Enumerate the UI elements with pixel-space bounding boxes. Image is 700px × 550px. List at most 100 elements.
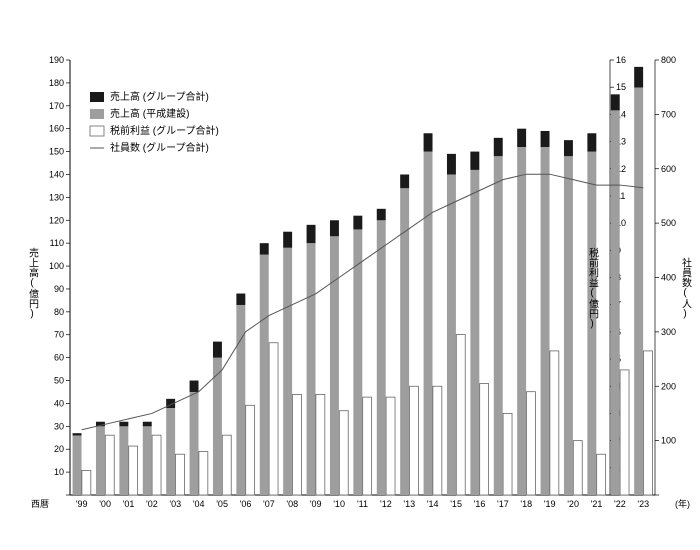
svg-text:'06: '06	[240, 499, 252, 509]
bar-sales-heisei	[611, 110, 620, 495]
bar-sales-heisei	[119, 426, 128, 495]
y1-axis-label: 売上高(億円)	[27, 246, 39, 319]
bar-sales-heisei	[634, 87, 643, 495]
bar-sales-heisei	[73, 435, 82, 495]
bar-sales-heisei	[307, 243, 316, 495]
bar-profit	[433, 386, 442, 495]
svg-text:'08: '08	[286, 499, 298, 509]
bar-sales-group	[634, 67, 643, 88]
bar-profit	[269, 343, 278, 495]
bar-sales-group	[494, 138, 503, 156]
bar-profit	[386, 397, 395, 495]
legend-label: 社員数 (グループ合計)	[110, 141, 209, 154]
bar-sales-heisei	[447, 174, 456, 495]
svg-text:20: 20	[54, 444, 64, 454]
svg-text:180: 180	[49, 78, 64, 88]
svg-text:16: 16	[616, 55, 626, 65]
bar-sales-group	[190, 381, 199, 392]
bar-profit	[316, 394, 325, 495]
bar-sales-group	[353, 216, 362, 230]
bar-sales-heisei	[517, 147, 526, 495]
bar-sales-group	[236, 294, 245, 305]
bar-sales-heisei	[353, 229, 362, 495]
bar-profit	[573, 441, 582, 495]
bar-sales-group	[213, 342, 222, 358]
svg-text:130: 130	[49, 192, 64, 202]
x-axis-label-right: (年)	[675, 498, 690, 509]
bar-sales-heisei	[213, 358, 222, 495]
x-axis-label-left: 西暦	[31, 499, 49, 509]
legend-swatch	[90, 126, 104, 136]
bar-profit	[292, 394, 301, 495]
svg-text:'00: '00	[99, 499, 111, 509]
svg-text:60: 60	[54, 353, 64, 363]
bar-sales-group	[564, 140, 573, 156]
svg-text:700: 700	[661, 109, 676, 119]
bar-profit	[199, 452, 208, 496]
bar-sales-heisei	[166, 408, 175, 495]
bar-profit	[222, 435, 231, 495]
svg-text:'20: '20	[567, 499, 579, 509]
y3-axis-label: 社員数(人)	[680, 256, 692, 319]
bar-profit	[363, 397, 372, 495]
svg-text:80: 80	[54, 307, 64, 317]
bar-sales-group	[143, 422, 152, 427]
bar-sales-heisei	[470, 170, 479, 495]
svg-text:160: 160	[49, 124, 64, 134]
svg-text:'09: '09	[310, 499, 322, 509]
svg-text:'19: '19	[544, 499, 556, 509]
svg-text:'12: '12	[380, 499, 392, 509]
svg-text:10: 10	[54, 467, 64, 477]
bar-profit	[643, 351, 652, 495]
bar-profit	[550, 351, 559, 495]
svg-text:'18: '18	[520, 499, 532, 509]
svg-text:600: 600	[661, 164, 676, 174]
bar-profit	[129, 446, 138, 495]
legend-label: 税前利益 (グループ合計)	[110, 124, 219, 137]
bar-profit	[175, 454, 184, 495]
svg-text:'14: '14	[427, 499, 439, 509]
bar-sales-group	[260, 243, 269, 254]
svg-text:110: 110	[50, 238, 64, 248]
bar-sales-heisei	[494, 156, 503, 495]
bar-sales-group	[517, 129, 526, 147]
svg-text:100: 100	[661, 436, 676, 446]
legend-swatch	[90, 92, 104, 102]
svg-text:'10: '10	[333, 499, 345, 509]
svg-text:190: 190	[49, 55, 64, 65]
svg-text:'07: '07	[263, 499, 275, 509]
svg-text:'03: '03	[169, 499, 181, 509]
svg-text:200: 200	[661, 381, 676, 391]
legend-swatch	[90, 109, 104, 119]
bar-sales-heisei	[96, 426, 105, 495]
bar-profit	[597, 454, 606, 495]
bar-sales-heisei	[190, 392, 199, 495]
bar-sales-group	[470, 152, 479, 170]
bar-sales-heisei	[377, 220, 386, 495]
svg-text:800: 800	[661, 55, 676, 65]
bar-sales-group	[377, 209, 386, 220]
bar-profit	[620, 370, 629, 495]
svg-text:'04: '04	[193, 499, 205, 509]
svg-text:'16: '16	[474, 499, 486, 509]
svg-text:100: 100	[49, 261, 64, 271]
bar-profit	[339, 411, 348, 495]
bar-profit	[526, 392, 535, 495]
svg-text:30: 30	[54, 421, 64, 431]
legend-label: 売上高 (平成建設)	[110, 107, 189, 120]
bar-sales-heisei	[424, 152, 433, 495]
svg-text:70: 70	[54, 330, 64, 340]
svg-text:40: 40	[54, 398, 64, 408]
svg-text:'23: '23	[637, 499, 649, 509]
bar-sales-group	[283, 232, 292, 248]
svg-text:90: 90	[54, 284, 64, 294]
bar-profit	[480, 384, 489, 495]
bar-sales-heisei	[283, 248, 292, 495]
bar-profit	[503, 413, 512, 495]
bar-sales-heisei	[330, 236, 339, 495]
business-chart: 1020304050607080901001101201301401501601…	[0, 0, 700, 550]
bar-sales-heisei	[564, 156, 573, 495]
bar-profit	[105, 435, 114, 495]
bar-sales-group	[400, 174, 409, 188]
svg-text:400: 400	[661, 273, 676, 283]
